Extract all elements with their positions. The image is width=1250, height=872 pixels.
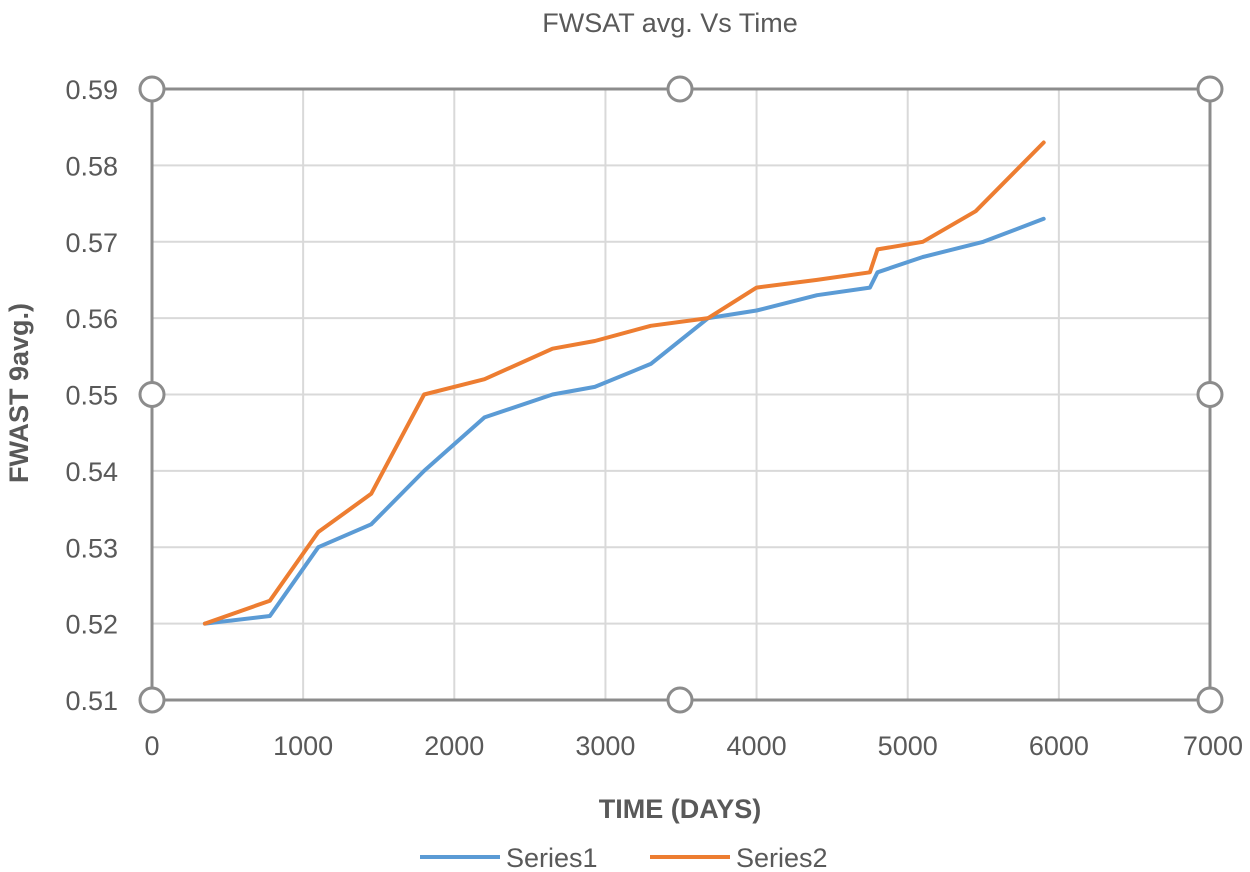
x-tick-label: 5000: [878, 731, 938, 761]
y-axis-title: FWAST 9avg.): [4, 303, 34, 483]
chart-title: FWSAT avg. Vs Time: [542, 8, 798, 38]
series-line-2: [202, 140, 1046, 626]
resize-handle[interactable]: [666, 75, 694, 103]
y-tick-label: 0.55: [65, 381, 118, 411]
selection-handles[interactable]: [138, 75, 1224, 714]
y-axis-tick-labels: 0.51 0.52 0.53 0.54 0.55 0.56 0.57 0.58 0.59: [65, 75, 118, 716]
resize-handle[interactable]: [1196, 381, 1224, 408]
x-tick-label: 1000: [273, 731, 333, 761]
x-axis-tick-labels: 0 1000 2000 3000 4000 5000 6000 7000: [144, 731, 1243, 761]
resize-handle[interactable]: [138, 686, 166, 714]
x-axis-title: TIME (DAYS): [599, 794, 762, 824]
x-tick-label: 4000: [727, 731, 787, 761]
gridlines: [151, 88, 1211, 701]
resize-handle[interactable]: [138, 381, 166, 408]
x-tick-label: 3000: [575, 731, 635, 761]
x-tick-label: 6000: [1029, 731, 1089, 761]
y-tick-label: 0.56: [65, 304, 118, 334]
y-tick-label: 0.57: [65, 228, 118, 258]
x-tick-label: 7000: [1183, 731, 1243, 761]
y-tick-label: 0.52: [65, 610, 118, 640]
legend-label-1: Series1: [506, 843, 598, 872]
y-tick-label: 0.51: [65, 686, 118, 716]
x-tick-label: 2000: [424, 731, 484, 761]
resize-handle[interactable]: [1196, 75, 1224, 103]
y-tick-label: 0.59: [65, 75, 118, 105]
resize-handle[interactable]: [138, 75, 166, 103]
legend-label-2: Series2: [736, 843, 828, 872]
y-tick-label: 0.53: [65, 533, 118, 563]
series-line-1: [202, 216, 1046, 626]
resize-handle[interactable]: [666, 686, 694, 714]
series-lines: [202, 140, 1046, 626]
legend: Series1 Series2: [420, 843, 828, 872]
x-tick-label: 0: [144, 731, 159, 761]
y-tick-label: 0.54: [65, 457, 118, 487]
resize-handle[interactable]: [1196, 686, 1224, 714]
y-tick-label: 0.58: [65, 151, 118, 181]
